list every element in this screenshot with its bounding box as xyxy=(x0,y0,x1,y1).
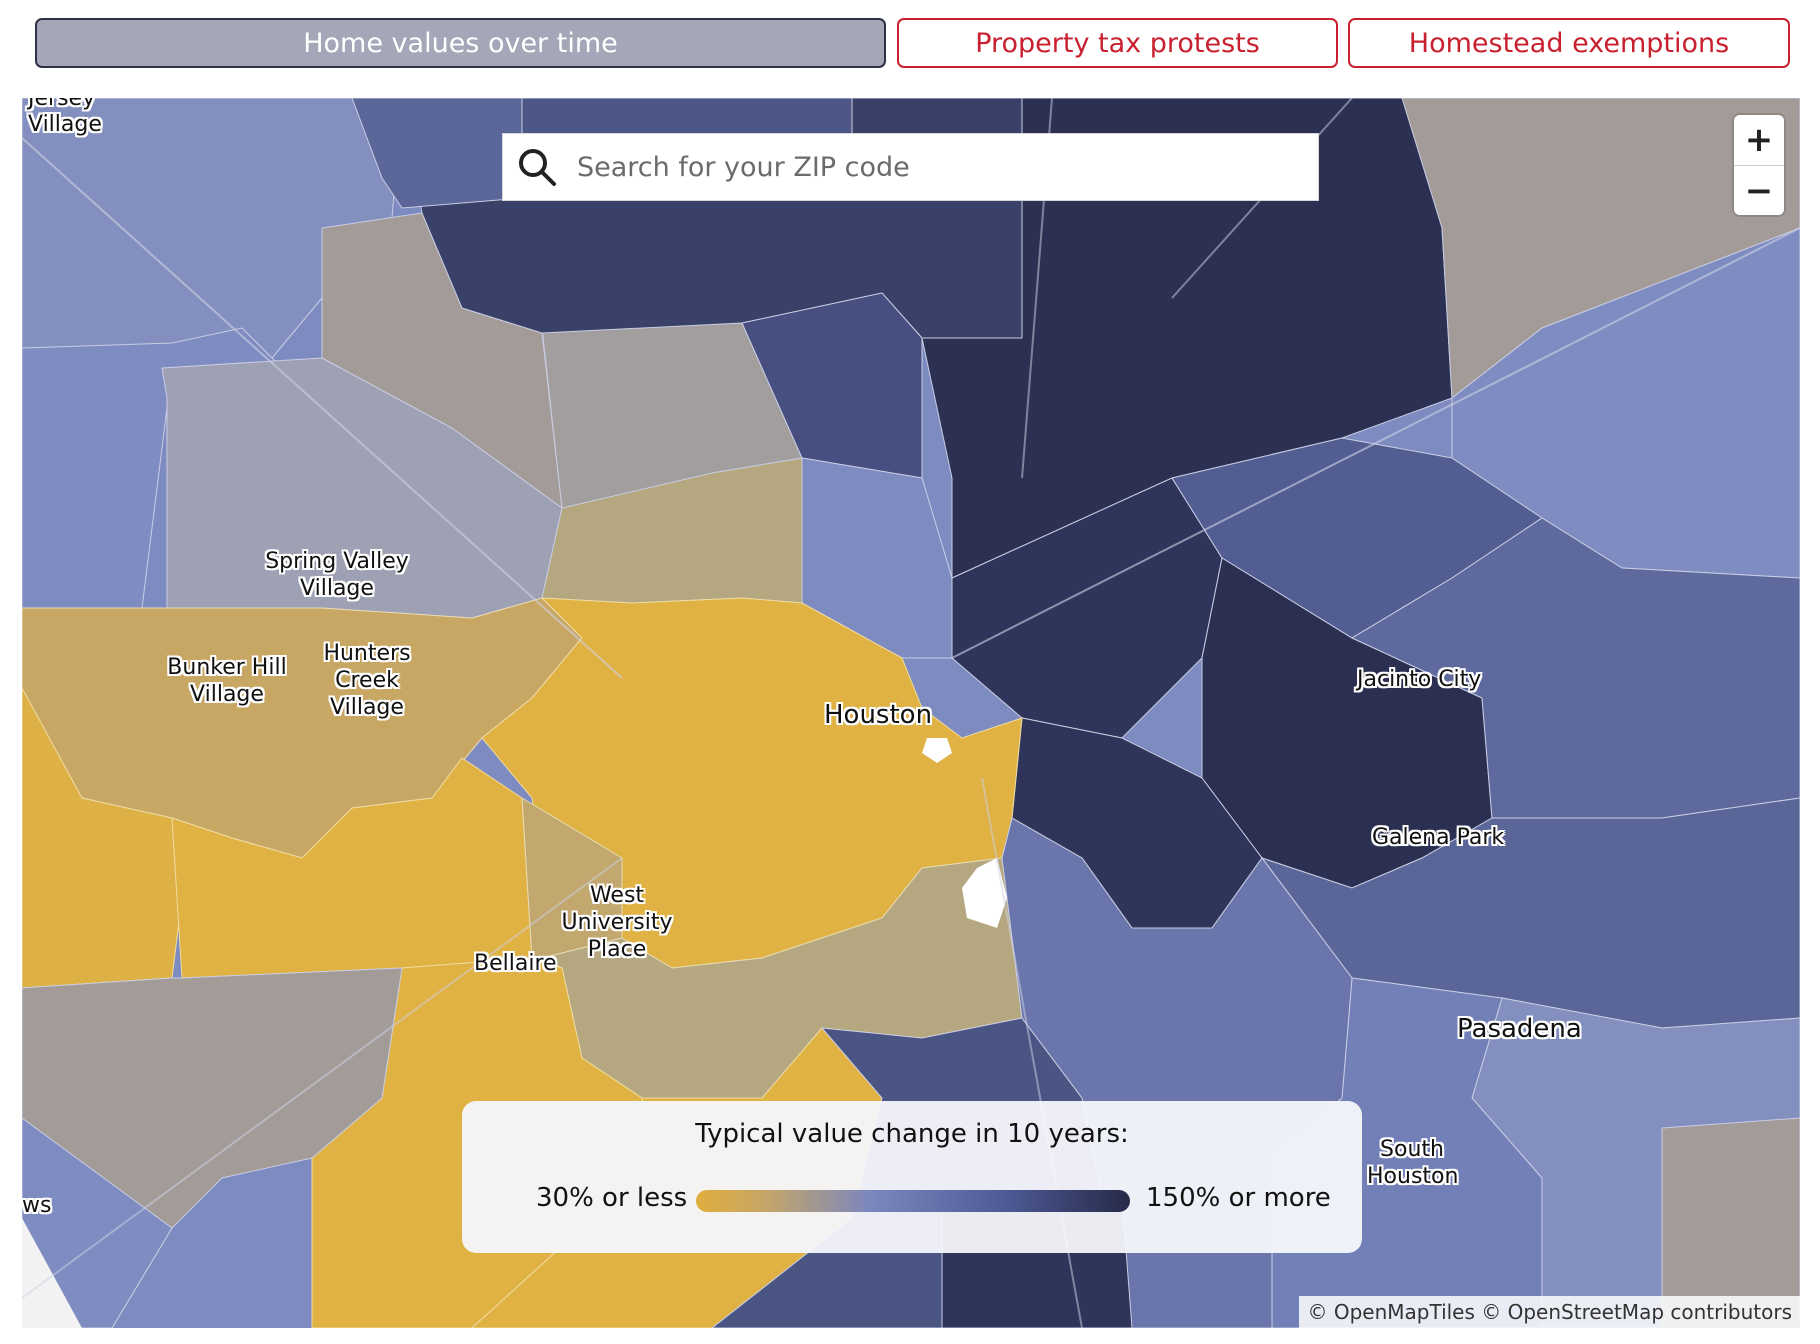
place-label-pasadena: Pasadena xyxy=(1457,1014,1582,1044)
zip-search-input[interactable] xyxy=(575,150,1318,184)
tab-property-tax-protests[interactable]: Property tax protests xyxy=(897,18,1338,68)
place-label-jacinto-city: Jacinto City xyxy=(1357,667,1482,692)
place-label-bellaire: Bellaire xyxy=(474,951,557,976)
legend-color-scale xyxy=(696,1190,1130,1212)
legend-title: Typical value change in 10 years: xyxy=(695,1119,1129,1149)
place-label-jersey-village: Jersey Village xyxy=(28,98,102,137)
zoom-out-button[interactable]: − xyxy=(1734,166,1784,215)
place-label-houston: Houston xyxy=(824,700,933,730)
place-label-hunters-creek-village: Hunters Creek Village xyxy=(323,641,411,720)
tab-homestead-exemptions[interactable]: Homestead exemptions xyxy=(1348,18,1790,68)
map-legend: Typical value change in 10 years: 30% or… xyxy=(462,1101,1362,1253)
place-label-south-houston: South Houston xyxy=(1367,1137,1459,1189)
map-container[interactable]: + − Jersey Village Spring Valley Village… xyxy=(22,98,1800,1328)
legend-max-label: 150% or more xyxy=(1146,1183,1331,1213)
zip-search-box[interactable] xyxy=(502,133,1319,201)
search-icon xyxy=(519,149,556,186)
choropleth-map[interactable] xyxy=(22,98,1800,1328)
legend-min-label: 30% or less xyxy=(536,1183,688,1213)
zoom-control: + − xyxy=(1734,115,1784,215)
view-tabs: Home values over time Property tax prote… xyxy=(35,18,1790,72)
zoom-in-button[interactable]: + xyxy=(1734,115,1784,165)
zoom-divider xyxy=(1734,165,1784,166)
place-label-spring-valley-village: Spring Valley Village xyxy=(265,549,409,601)
place-label-bunker-hill-village: Bunker Hill Village xyxy=(167,655,287,707)
map-attribution[interactable]: © OpenMapTiles © OpenStreetMap contribut… xyxy=(1299,1296,1800,1328)
place-label-galena-park: Galena Park xyxy=(1372,825,1505,850)
place-label-west-university-place: West University Place xyxy=(561,883,673,962)
tab-home-values[interactable]: Home values over time xyxy=(35,18,886,68)
place-label-edge-fragment: ws xyxy=(22,1193,52,1218)
